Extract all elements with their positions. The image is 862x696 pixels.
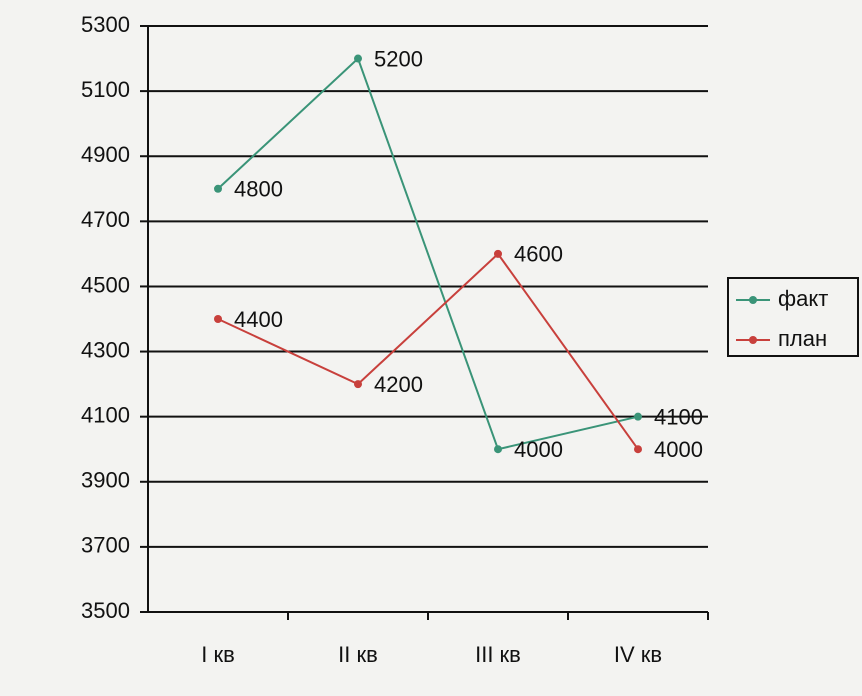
data-label: 4200 <box>374 372 423 397</box>
point <box>354 54 362 63</box>
data-label: 5200 <box>374 46 423 71</box>
y-tick-label: 3500 <box>81 598 130 623</box>
data-label: 4000 <box>654 437 703 462</box>
legend-marker <box>749 296 757 304</box>
y-tick-label: 5300 <box>81 12 130 37</box>
y-tick-label: 4500 <box>81 272 130 297</box>
legend-marker <box>749 336 757 344</box>
x-tick-label: III кв <box>475 642 521 667</box>
data-label: 4400 <box>234 307 283 332</box>
point <box>214 184 222 193</box>
y-tick-label: 3700 <box>81 533 130 558</box>
point <box>494 249 502 258</box>
y-tick-label: 4900 <box>81 142 130 167</box>
point <box>634 412 642 421</box>
legend-box <box>727 277 859 357</box>
data-label: 4100 <box>654 404 703 429</box>
point <box>634 445 642 454</box>
y-tick-label: 4100 <box>81 402 130 427</box>
series-line <box>217 252 639 450</box>
y-tick-label: 3900 <box>81 468 130 493</box>
y-tick-label: 4700 <box>81 207 130 232</box>
point <box>214 315 222 323</box>
x-tick-label: I кв <box>201 642 235 667</box>
x-tick-label: IV кв <box>614 642 662 667</box>
data-label: 4800 <box>234 177 283 202</box>
series-line <box>217 56 639 451</box>
data-label: 4600 <box>514 242 563 267</box>
y-tick-label: 5100 <box>81 77 130 102</box>
point <box>494 445 502 454</box>
legend-label: план <box>778 326 827 351</box>
y-tick-label: 4300 <box>81 337 130 362</box>
data-label: 4000 <box>514 437 563 462</box>
point <box>354 380 362 389</box>
x-tick-label: II кв <box>338 642 378 667</box>
legend-label: факт <box>778 286 828 311</box>
